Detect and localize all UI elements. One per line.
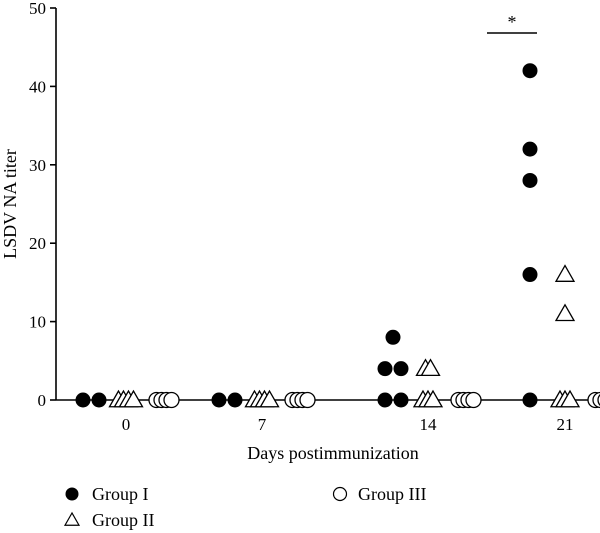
axis-ticks: 0 10 20 30 40 50 0 7 14 21: [29, 0, 574, 434]
point-group-i: [211, 392, 227, 408]
point-group-i: [227, 392, 243, 408]
point-group-i: [393, 392, 409, 408]
point-group-i: [522, 392, 538, 408]
point-group-i: [377, 392, 393, 408]
legend-marker-group-iii: [332, 486, 348, 502]
point-group-i: [385, 329, 401, 345]
x-tick-label: 0: [122, 415, 131, 434]
y-tick-label: 30: [29, 156, 46, 175]
point-group-ii: [422, 389, 444, 408]
x-axis-title: Days postimmunization: [247, 443, 418, 463]
legend-label-group-iii: Group III: [358, 484, 426, 504]
y-tick-label: 40: [29, 77, 46, 96]
y-tick-label: 10: [29, 313, 46, 332]
point-group-ii: [259, 389, 280, 408]
axes: [55, 8, 600, 401]
x-tick-label: 21: [557, 415, 574, 434]
y-tick-label: 50: [29, 0, 46, 18]
legend-marker-group-i: [65, 487, 79, 501]
point-group-i: [522, 172, 538, 188]
point-group-iii: [163, 391, 180, 409]
point-group-iii: [299, 391, 316, 409]
x-tick-label: 14: [420, 415, 438, 434]
data-points: [75, 63, 600, 409]
legend-label-group-ii: Group II: [92, 510, 154, 530]
x-tick-label: 7: [258, 415, 267, 434]
point-group-ii: [554, 303, 576, 322]
point-group-iii: [465, 391, 482, 409]
y-axis-title: LSDV NA titer: [0, 149, 20, 259]
point-group-i: [377, 361, 393, 377]
point-group-i: [393, 361, 409, 377]
y-tick-label: 20: [29, 234, 46, 253]
point-group-i: [91, 392, 107, 408]
point-group-i: [522, 141, 538, 157]
point-group-ii: [123, 389, 144, 408]
point-group-ii: [554, 264, 576, 282]
y-tick-label: 0: [38, 391, 47, 410]
legend-label-group-i: Group I: [92, 484, 149, 504]
point-group-i: [522, 63, 538, 79]
point-group-i: [75, 392, 91, 408]
point-group-ii: [420, 358, 441, 377]
legend-marker-group-ii: [63, 511, 81, 526]
point-group-iii: [592, 391, 600, 409]
legend: Group I Group II Group III: [63, 484, 426, 530]
annotations: *: [487, 12, 537, 34]
significance-label: *: [508, 12, 517, 32]
point-group-i: [522, 267, 538, 283]
point-group-ii: [559, 389, 581, 408]
